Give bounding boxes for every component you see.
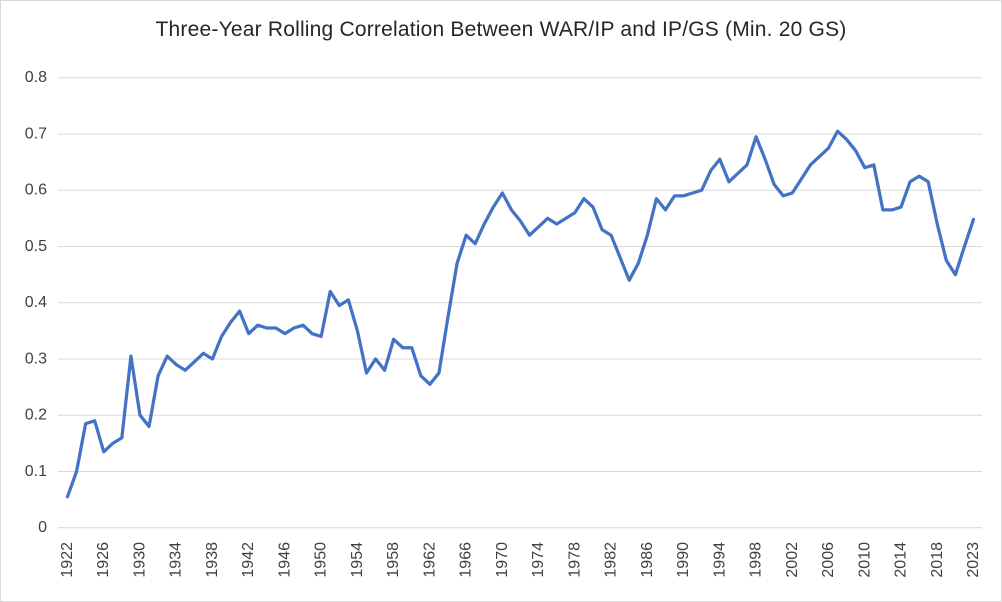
- x-tick-label: 1978: [566, 542, 583, 578]
- x-tick-label: 1926: [95, 542, 112, 578]
- y-tick-label: 0.6: [25, 182, 47, 199]
- y-tick-label: 0.4: [25, 294, 47, 311]
- x-tick-label: 1958: [385, 542, 402, 578]
- y-tick-label: 0.7: [25, 125, 47, 142]
- x-tick-label: 1990: [675, 542, 692, 578]
- y-tick-label: 0.8: [25, 69, 47, 86]
- x-tick-label: 1998: [748, 542, 765, 578]
- x-tick-label: 2023: [965, 542, 982, 578]
- x-tick-label: 1962: [421, 542, 438, 578]
- x-tick-label: 1986: [639, 542, 656, 578]
- x-tick-label: 2002: [784, 542, 801, 578]
- x-tick-label: 1966: [458, 542, 475, 578]
- correlation-series-line: [65, 129, 976, 499]
- y-tick-label: 0.1: [25, 463, 47, 480]
- x-tick-label: 2014: [893, 542, 910, 578]
- x-tick-label: 1922: [59, 542, 76, 578]
- x-tick-label: 1946: [276, 542, 293, 578]
- x-tick-label: 1950: [313, 542, 330, 578]
- y-tick-label: 0.3: [25, 350, 47, 367]
- x-tick-label: 1954: [349, 542, 366, 578]
- x-tick-label: 2006: [820, 542, 837, 578]
- y-tick-label: 0.5: [25, 238, 47, 255]
- x-tick-label: 1982: [603, 542, 620, 578]
- y-tick-label: 0: [38, 519, 47, 536]
- chart-title: Three-Year Rolling Correlation Between W…: [155, 18, 847, 41]
- x-tick-label: 2010: [856, 542, 873, 578]
- x-tick-label: 1974: [530, 542, 547, 578]
- x-tick-label: 1994: [711, 542, 728, 578]
- x-tick-label: 1942: [240, 542, 257, 578]
- x-tick-label: 1930: [131, 542, 148, 578]
- x-tick-label: 1970: [494, 542, 511, 578]
- x-tick-label: 1934: [168, 542, 185, 578]
- y-tick-label: 0.2: [25, 407, 47, 424]
- x-tick-label: 2018: [929, 542, 946, 578]
- x-tick-label: 1938: [204, 542, 221, 578]
